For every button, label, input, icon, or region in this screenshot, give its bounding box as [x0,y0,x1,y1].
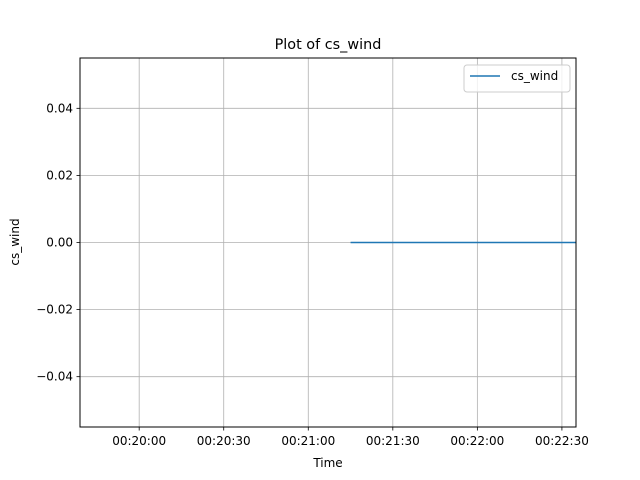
x-tick-label: 00:22:00 [450,434,504,448]
x-tick-label: 00:21:00 [281,434,335,448]
legend-box [463,64,571,93]
grid [80,58,576,427]
x-tick-label: 00:20:30 [197,434,251,448]
chart-title: Plot of cs_wind [275,37,382,53]
y-tick-label: 0.04 [46,101,73,115]
y-tick-label: −0.02 [36,303,73,317]
y-tick-label: 0.00 [46,236,73,250]
y-axis: 0.04 0.02 0.00 −0.02 −0.04 [36,101,80,384]
y-tick-label: −0.04 [36,370,73,384]
x-axis: 00:20:00 00:20:30 00:21:00 00:21:30 00:22:00… [112,427,589,448]
y-tick-label: 0.02 [46,168,73,182]
legend: cs_wind [463,64,571,93]
x-axis-label: Time [312,456,342,470]
legend-label: cs_wind [511,69,558,83]
x-tick-label: 00:21:30 [366,434,420,448]
x-tick-label: 00:20:00 [112,434,166,448]
y-axis-label: cs_wind [8,218,22,265]
x-tick-label: 00:22:30 [535,434,589,448]
